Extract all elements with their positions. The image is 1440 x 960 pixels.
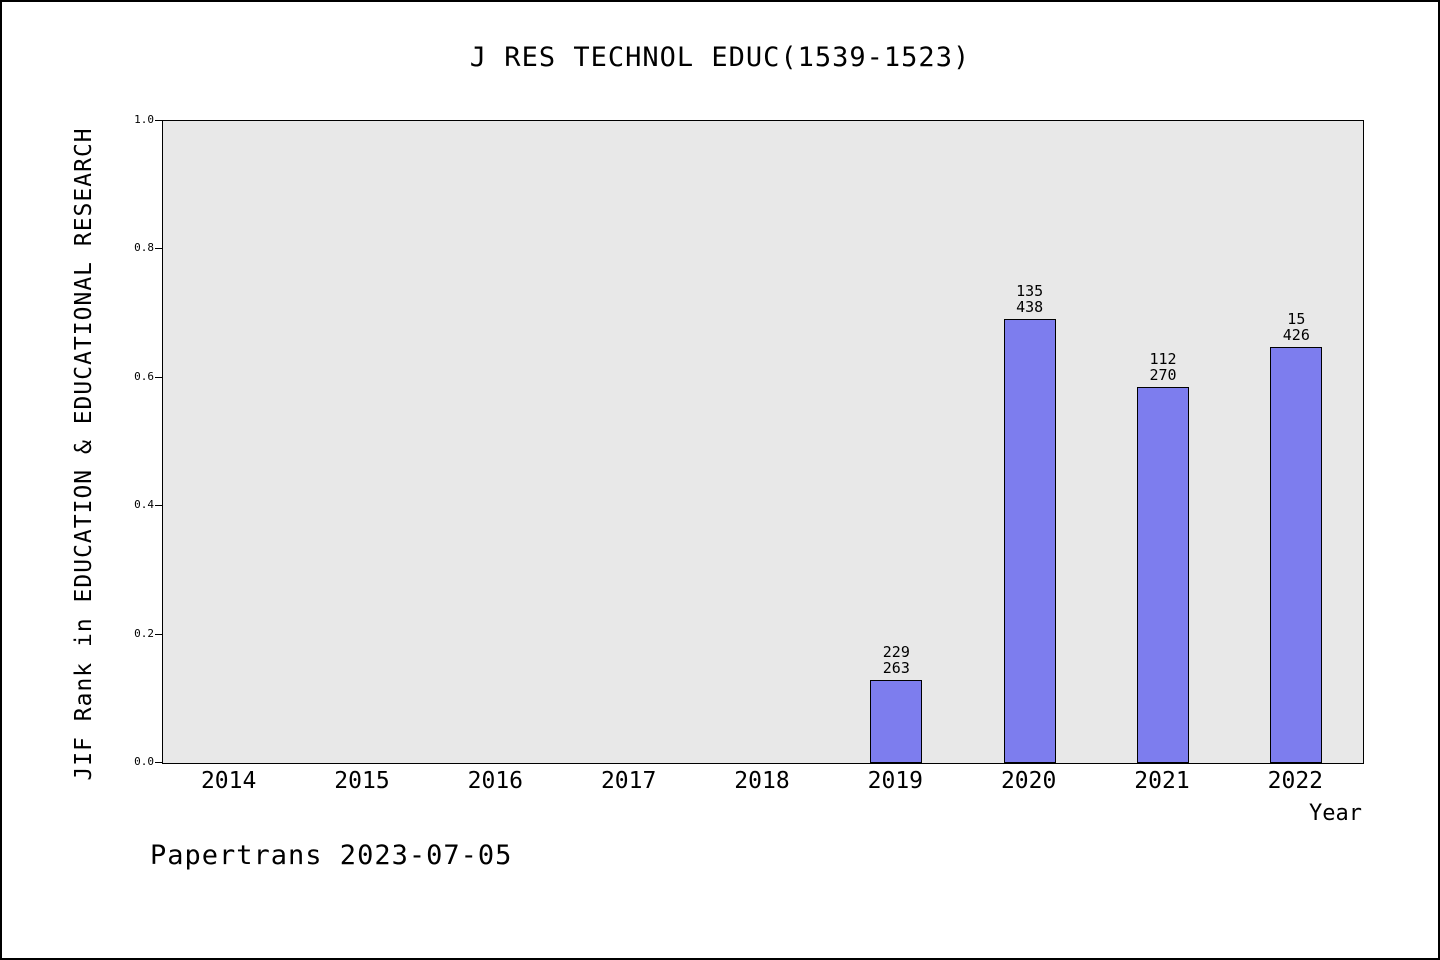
y-tick-mark (155, 762, 162, 763)
x-tick-label: 2017 (600, 768, 657, 794)
x-tick-label: 2021 (1134, 768, 1190, 794)
y-tick-label: 0.4 (134, 498, 154, 512)
y-tick-mark (155, 120, 162, 121)
x-tick-label: 2015 (334, 768, 390, 794)
bar-value-label: 15 426 (1282, 310, 1310, 344)
y-tick-mark (155, 505, 162, 507)
x-axis-label: Year (1309, 801, 1362, 826)
y-tick-mark (155, 376, 162, 378)
x-tick-label: 2016 (467, 768, 524, 794)
watermark-text: Papertrans 2023-07-05 (150, 840, 513, 871)
y-tick-mark (155, 633, 162, 635)
x-tick-label: 2018 (734, 768, 790, 794)
chart-title: J RES TECHNOL EDUC(1539-1523) (469, 42, 971, 73)
y-axis-label: JIF Rank in EDUCATION & EDUCATIONAL RESE… (71, 127, 97, 781)
y-tick-label: 0.2 (134, 626, 154, 640)
bar-2019 (870, 680, 923, 763)
plot-area: 229 263 135 438 112 270 15 426 (162, 120, 1364, 764)
bar-2020 (1003, 319, 1056, 763)
x-tick-label: 2014 (200, 768, 257, 794)
x-tick-label: 2022 (1267, 768, 1324, 794)
y-tick-mark (155, 248, 162, 250)
y-tick-label: 0.0 (134, 755, 154, 768)
bar-value-label: 112 270 (1149, 350, 1177, 384)
bar-2022 (1270, 347, 1323, 763)
x-tick-label: 2019 (867, 768, 924, 794)
y-tick-label: 0.6 (134, 369, 154, 383)
y-tick-label: 1.0 (134, 113, 154, 126)
x-tick-label: 2020 (1000, 768, 1057, 794)
bar-value-label: 229 263 (882, 643, 910, 677)
bar-value-label: 135 438 (1016, 282, 1044, 316)
y-tick-label: 0.8 (134, 241, 154, 255)
bar-2021 (1137, 387, 1189, 763)
